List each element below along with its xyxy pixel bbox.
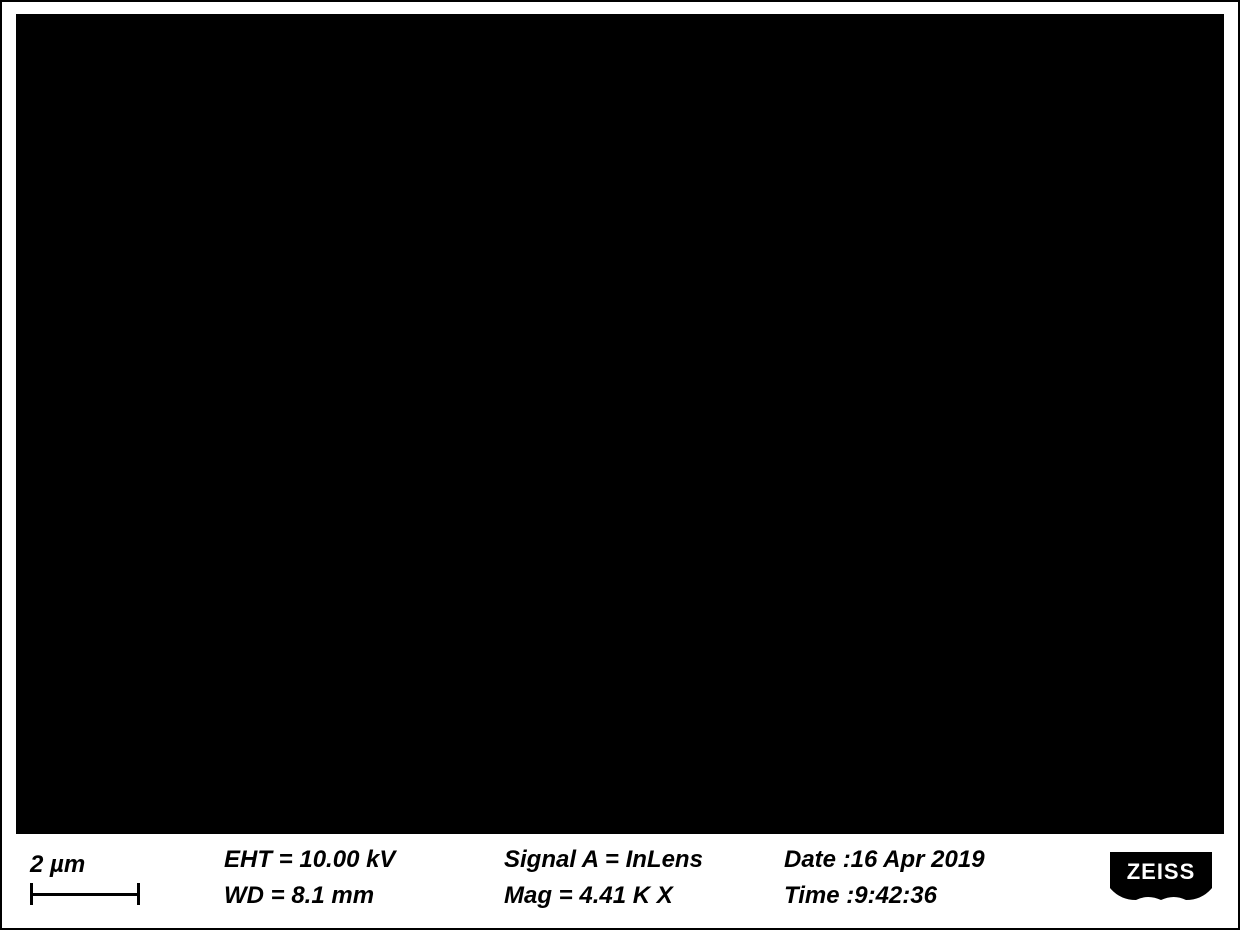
param-signal: Signal A = InLens [504,842,768,878]
scale-column: 2 µm [16,838,216,918]
scale-bar [30,883,140,905]
params-column-2: Signal A = InLens Mag = 4.41 K X [496,838,776,918]
scale-tick-right [137,883,140,905]
scale-line [30,893,140,896]
sem-image-frame: 2 µm EHT = 10.00 kV WD = 8.1 mm Signal A… [0,0,1240,930]
param-time: Time :9:42:36 [784,878,1048,914]
scale-label: 2 µm [30,851,208,879]
zeiss-logo-text: ZEISS [1110,859,1212,885]
params-column-1: EHT = 10.00 kV WD = 8.1 mm [216,838,496,918]
logo-column: ZEISS [1056,838,1224,918]
param-eht: EHT = 10.00 kV [224,842,488,878]
param-wd: WD = 8.1 mm [224,878,488,914]
params-column-3: Date :16 Apr 2019 Time :9:42:36 [776,838,1056,918]
param-date: Date :16 Apr 2019 [784,842,1048,878]
sem-image-area [16,14,1224,834]
zeiss-logo: ZEISS [1110,852,1212,904]
param-mag: Mag = 4.41 K X [504,878,768,914]
sem-info-bar: 2 µm EHT = 10.00 kV WD = 8.1 mm Signal A… [16,838,1224,918]
